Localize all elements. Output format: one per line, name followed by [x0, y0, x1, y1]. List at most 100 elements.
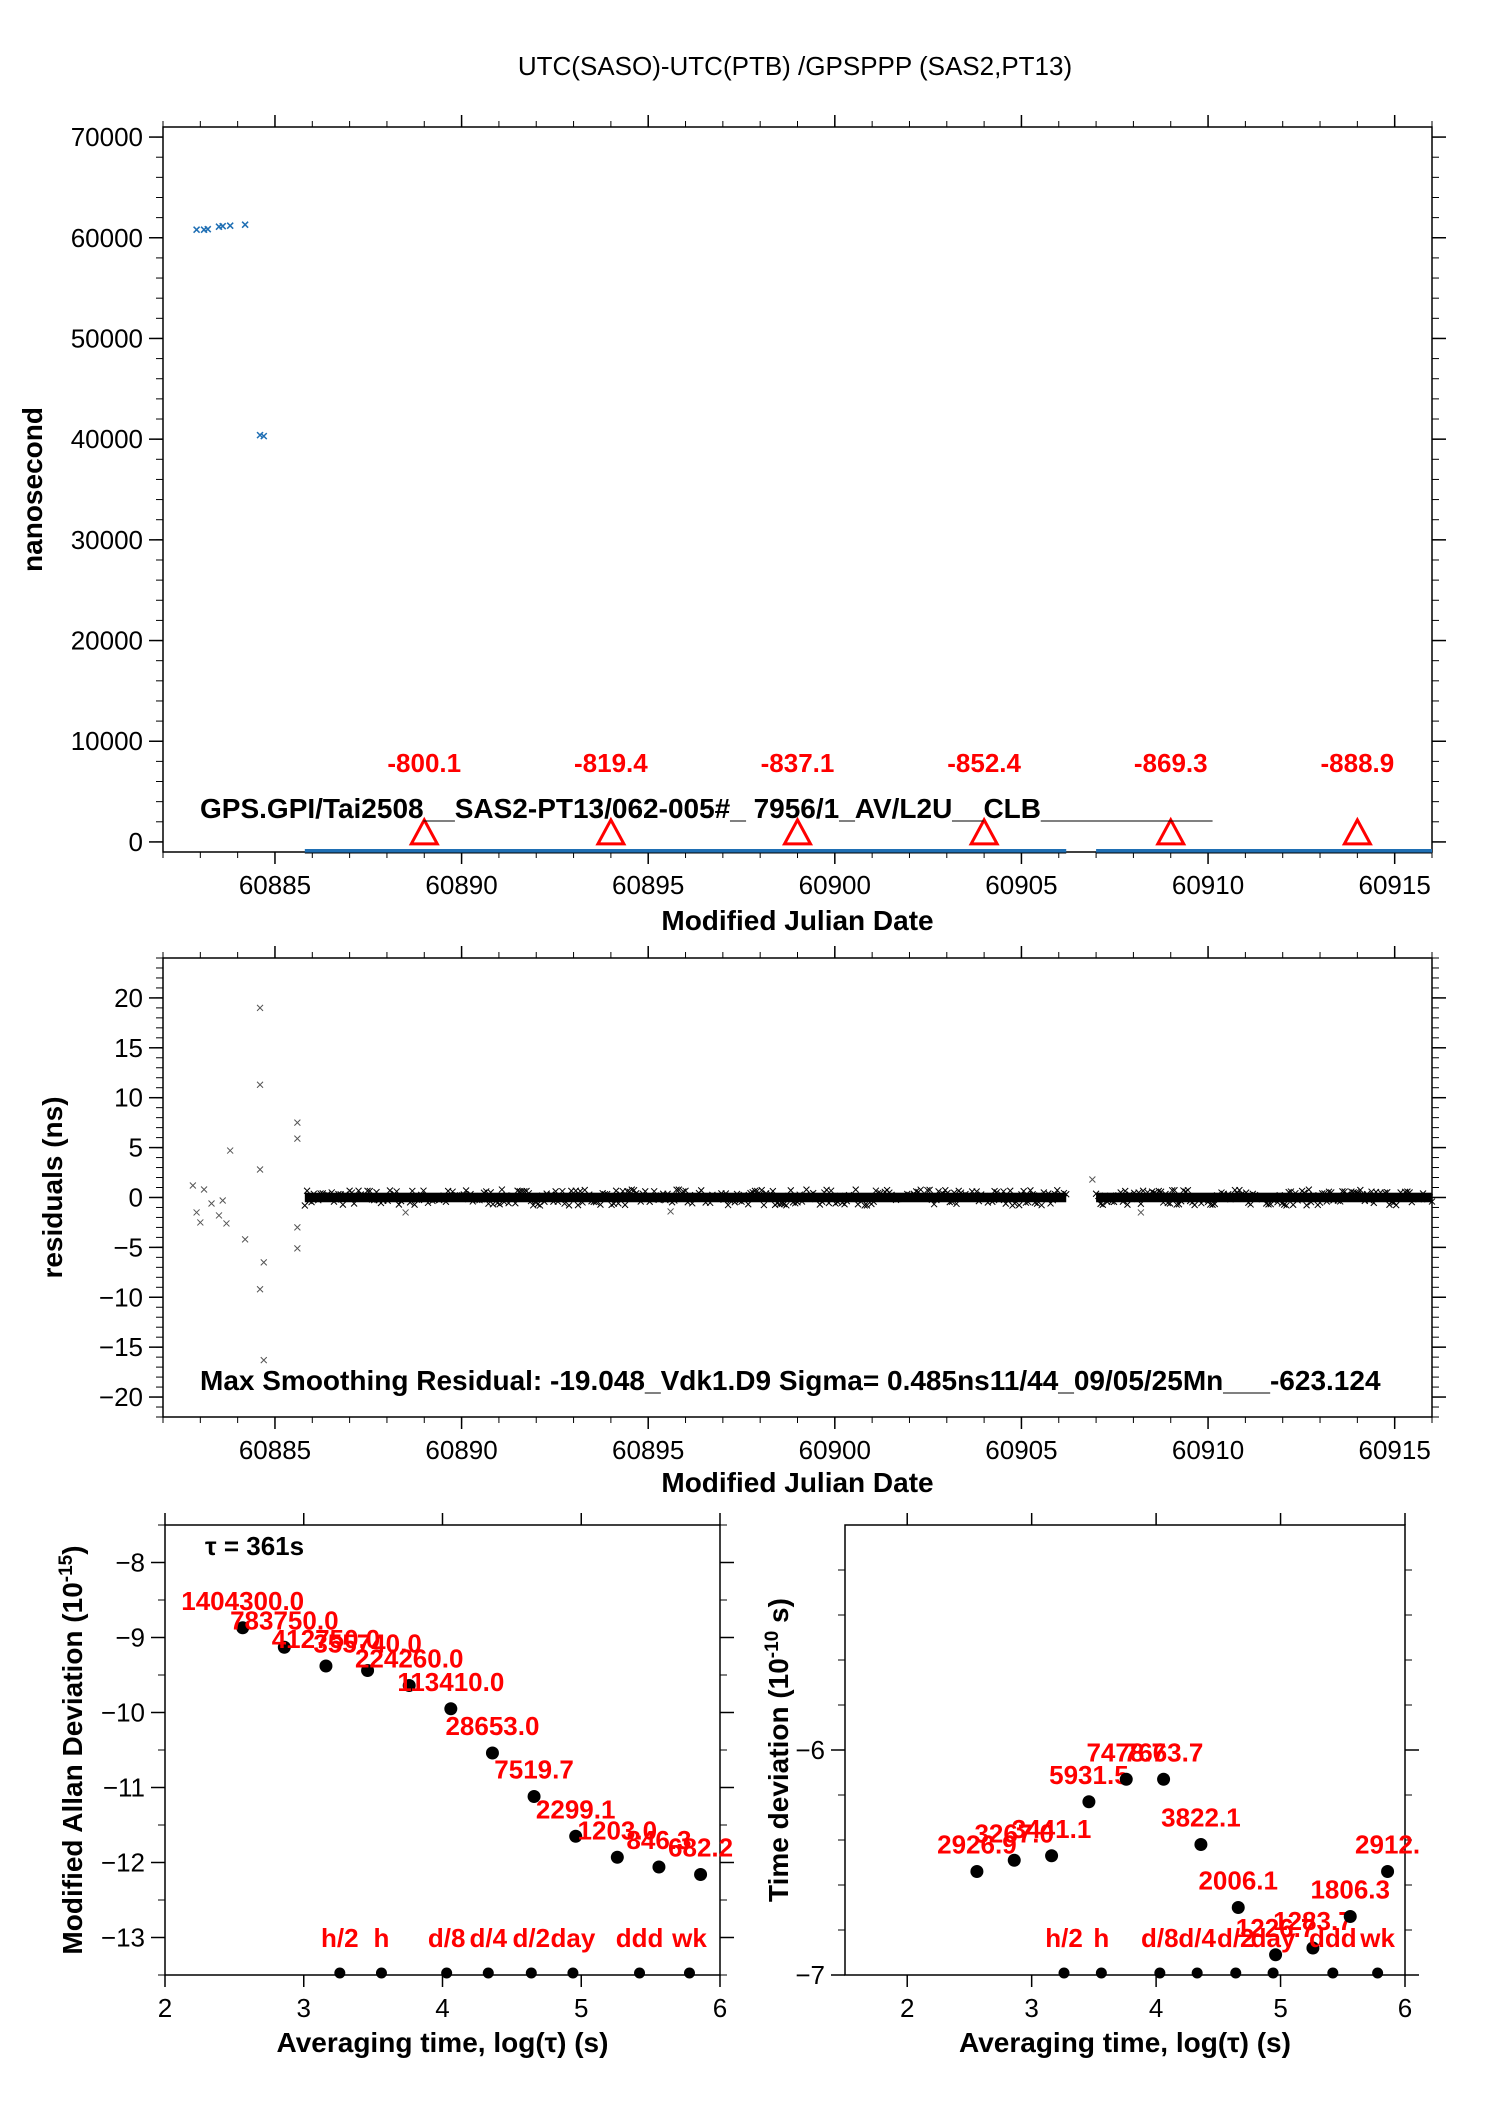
mdev-point — [527, 1790, 541, 1803]
timeseries-xtick-label: 60900 — [799, 870, 871, 900]
tdev-point — [1045, 1849, 1059, 1863]
mdev-xlabel: Averaging time, log(τ) (s) — [277, 2027, 609, 2058]
residuals-noise-point — [1352, 1189, 1360, 1196]
residuals-noise-point — [1166, 1200, 1174, 1207]
residuals-noise-point — [950, 1189, 958, 1197]
tdev-point-label: 1226.7 — [1236, 1913, 1316, 1943]
mdev-marker-label: wk — [671, 1923, 707, 1953]
timeseries-ylabel-main: nanosecond — [17, 407, 48, 572]
residuals-noise-point — [1168, 1186, 1176, 1194]
mdev-point-label: 355740.0 — [313, 1629, 421, 1659]
tdev-point-label: 2912. — [1355, 1830, 1420, 1860]
residuals-band — [304, 1192, 1067, 1203]
timeseries-marker-label: -869.3 — [1134, 748, 1208, 778]
mdev-point-label: 113410.0 — [397, 1667, 504, 1697]
tdev-point-label: 7663.7 — [1124, 1737, 1204, 1767]
residuals-noise-point — [747, 1189, 754, 1197]
residuals-noise-point — [1053, 1186, 1061, 1194]
residuals-noise-point — [1269, 1196, 1277, 1204]
residuals-noise-point — [1146, 1195, 1154, 1203]
residuals-noise-point — [1062, 1190, 1070, 1198]
timeseries-point — [219, 222, 227, 230]
residuals-noise-point — [758, 1186, 766, 1194]
residuals-noise-point — [509, 1192, 517, 1200]
residuals-noise-point — [861, 1202, 869, 1209]
timeseries-point — [241, 221, 249, 229]
residuals-outlier — [200, 1186, 208, 1193]
residuals-noise-point — [673, 1186, 680, 1194]
residuals-noise-point — [1240, 1192, 1248, 1200]
residuals-noise-point — [733, 1190, 741, 1198]
timeseries-point — [204, 225, 212, 233]
residuals-noise-point — [1047, 1200, 1054, 1207]
mdev-point-label: 2299.1 — [536, 1794, 616, 1824]
mdev-marker-label: d/8 — [428, 1923, 466, 1953]
residuals-noise-point — [1142, 1194, 1149, 1201]
residuals-noise-point — [769, 1187, 777, 1195]
residuals-noise-point — [704, 1194, 712, 1202]
residuals-noise-point — [697, 1187, 705, 1194]
residuals-noise-point — [1211, 1200, 1219, 1208]
mdev-xtick-label: 4 — [435, 1993, 449, 2023]
mdev-xtick-label: 3 — [297, 1993, 311, 2023]
residuals-noise-point — [982, 1195, 989, 1203]
tdev-marker-label: d/4 — [1178, 1923, 1216, 1953]
mdev-point — [236, 1621, 250, 1635]
timeseries-marker-label: -888.9 — [1320, 748, 1394, 778]
residuals-noise-point — [1428, 1198, 1436, 1205]
tdev-marker — [1372, 1967, 1384, 1979]
residuals-outlier — [223, 1220, 230, 1227]
residuals-noise-point — [744, 1200, 752, 1208]
residuals-noise-point — [1224, 1190, 1232, 1198]
residuals-ytick-label: −5 — [113, 1232, 143, 1262]
timeseries-point — [260, 432, 268, 440]
residuals-noise-point — [1033, 1200, 1041, 1207]
residuals-noise-point — [1383, 1188, 1391, 1196]
residuals-noise-point — [395, 1201, 403, 1208]
tdev-marker — [1154, 1967, 1166, 1979]
mdev-point — [652, 1860, 666, 1874]
residuals-noise-point — [865, 1195, 873, 1203]
mdev-point-label: 846.3 — [626, 1825, 691, 1855]
timeseries-marker-label: -800.1 — [387, 748, 461, 778]
residuals-noise-point — [679, 1188, 687, 1195]
residuals-noise-point — [1316, 1199, 1324, 1207]
tdev-xtick-label: 3 — [1024, 1993, 1038, 2023]
residuals-noise-point — [570, 1191, 577, 1199]
residuals-noise-point — [731, 1198, 739, 1206]
residuals-noise-point — [400, 1193, 407, 1200]
residuals-xtick-label: 60895 — [612, 1435, 684, 1465]
residuals-noise-point — [447, 1194, 454, 1202]
residuals-noise-point — [1024, 1198, 1032, 1206]
residuals-noise-point — [722, 1190, 730, 1197]
residuals-noise-point — [664, 1190, 671, 1198]
residuals-noise-point — [424, 1199, 432, 1207]
residuals-xtick-label: 60915 — [1359, 1435, 1431, 1465]
residuals-noise-point — [946, 1198, 954, 1206]
residuals-noise-point — [1202, 1194, 1210, 1202]
residuals-noise-point — [675, 1186, 683, 1193]
residuals-noise-point — [760, 1201, 768, 1209]
tdev-ylabel-main: Time deviation (10 — [763, 1658, 794, 1902]
residuals-noise-point — [339, 1201, 347, 1208]
residuals-noise-point — [724, 1201, 732, 1209]
residuals-noise-point — [1022, 1199, 1030, 1207]
residuals-outlier — [226, 1147, 234, 1154]
timeseries-xtick-label: 60895 — [612, 870, 684, 900]
tdev-point — [1306, 1941, 1320, 1955]
residuals-noise-point — [366, 1187, 374, 1195]
residuals-noise-point — [662, 1196, 669, 1204]
mdev-ytick-label: −11 — [103, 1773, 145, 1803]
residuals-noise-point — [559, 1187, 566, 1195]
mdev-ytick-label: −8 — [115, 1548, 145, 1578]
residuals-noise-point — [1336, 1198, 1344, 1205]
residuals-noise-point — [1177, 1197, 1185, 1205]
residuals-noise-point — [606, 1194, 613, 1201]
residuals-noise-point — [877, 1189, 884, 1197]
residuals-noise-point — [756, 1191, 763, 1198]
residuals-noise-point — [317, 1190, 324, 1197]
timeseries-xtick-label: 60905 — [985, 870, 1057, 900]
tdev-marker-label: ddd — [1309, 1923, 1357, 1953]
mdev-point-label: 412750.0 — [272, 1624, 380, 1654]
residuals-noise-point — [706, 1199, 714, 1207]
